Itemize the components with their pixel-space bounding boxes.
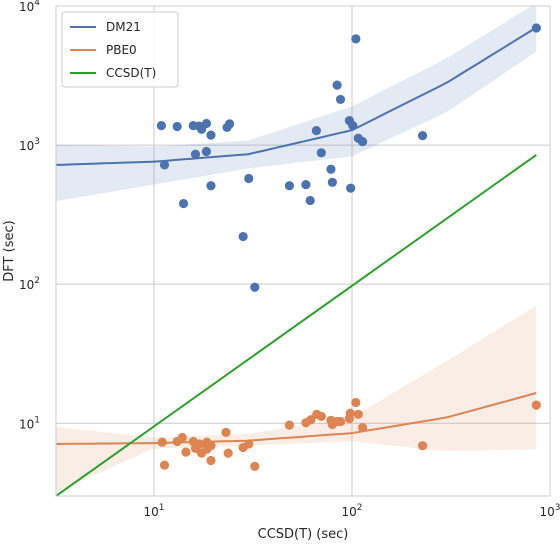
y-tick-label: 104: [19, 0, 40, 14]
dm21-data-point: [316, 148, 326, 158]
dm21-data-point: [332, 80, 342, 90]
pbe0-data-point: [353, 409, 363, 419]
dm21-data-point: [531, 23, 541, 33]
dm21-data-point: [284, 181, 295, 191]
dm21-data-point: [417, 131, 428, 141]
x-tick-label: 101: [143, 503, 164, 519]
legend: DM21 PBE0 CCSD(T): [61, 11, 179, 88]
dm21-data-point: [305, 195, 315, 206]
y-tick-label: 103: [19, 137, 40, 153]
dm21-data-point: [201, 118, 212, 129]
plot-frame: [55, 5, 551, 497]
tick-labels: 101 102 103 101 102 103 104: [19, 0, 560, 519]
pbe0-data-point: [351, 397, 361, 408]
pbe0-data-point: [284, 420, 295, 430]
dm21-data-point: [156, 121, 166, 131]
dm21-data-point: [225, 119, 235, 129]
dm21-data-point: [311, 126, 321, 136]
legend-label-dm21: DM21: [106, 20, 141, 34]
dm21-data-point: [178, 198, 189, 209]
pbe0-data-point: [177, 432, 187, 443]
pbe0-data-point: [195, 439, 205, 449]
series-lines: [56, 26, 537, 496]
dm21-data-point: [357, 136, 368, 147]
pbe0-data-point: [250, 461, 260, 471]
y-tick-label: 101: [19, 415, 40, 431]
dm21-data-point: [238, 231, 248, 242]
dm21-data-point: [326, 164, 336, 174]
dm21-confidence-band: [56, 6, 537, 202]
data-points: [156, 23, 541, 471]
pbe0-data-point: [316, 411, 326, 422]
dm21-data-point: [348, 121, 358, 131]
pbe0-confidence-band: [56, 305, 537, 493]
dm21-data-point: [327, 177, 337, 187]
dm21-data-point: [250, 282, 260, 292]
dm21-data-point: [301, 179, 311, 190]
dm21-data-point: [159, 160, 170, 170]
legend-box: [61, 11, 179, 88]
pbe0-data-point: [417, 441, 428, 451]
ccsd-t-reference-line: [56, 154, 537, 496]
pbe0-data-point: [531, 400, 541, 410]
pbe0-data-point: [244, 439, 254, 449]
x-tick-label: 103: [539, 503, 560, 519]
dm21-data-point: [190, 149, 201, 159]
pbe0-data-point: [306, 415, 316, 425]
pbe0-data-point: [221, 427, 231, 437]
legend-label-ccsd-t: CCSD(T): [106, 66, 156, 80]
pbe0-data-point: [357, 423, 368, 433]
y-tick-label: 102: [19, 276, 40, 292]
x-tick-label: 102: [341, 503, 362, 519]
pbe0-data-point: [345, 408, 355, 418]
dm21-data-point: [206, 181, 216, 191]
pbe0-data-point: [223, 448, 233, 458]
dm21-data-point: [346, 183, 356, 193]
pbe0-data-point: [157, 437, 167, 447]
y-axis-title: DFT (sec): [2, 220, 17, 281]
dm21-data-point: [244, 173, 254, 184]
legend-label-pbe0: PBE0: [106, 43, 137, 57]
dm21-data-point: [201, 146, 212, 157]
pbe0-data-point: [206, 455, 216, 466]
dm21-data-point: [206, 130, 216, 140]
pbe0-data-point: [159, 460, 170, 470]
pbe0-data-point: [181, 447, 191, 457]
x-axis-title: CCSD(T) (sec): [258, 527, 349, 542]
dm21-data-point: [335, 94, 346, 105]
pbe0-trend-line: [56, 392, 537, 445]
pbe0-data-point: [206, 441, 216, 451]
pbe0-data-point: [335, 416, 346, 427]
dm21-data-point: [351, 34, 361, 44]
dm21-data-point: [172, 121, 182, 132]
dm21-trend-line: [56, 26, 537, 166]
